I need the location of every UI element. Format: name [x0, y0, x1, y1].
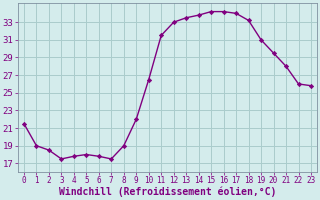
X-axis label: Windchill (Refroidissement éolien,°C): Windchill (Refroidissement éolien,°C)	[59, 187, 276, 197]
